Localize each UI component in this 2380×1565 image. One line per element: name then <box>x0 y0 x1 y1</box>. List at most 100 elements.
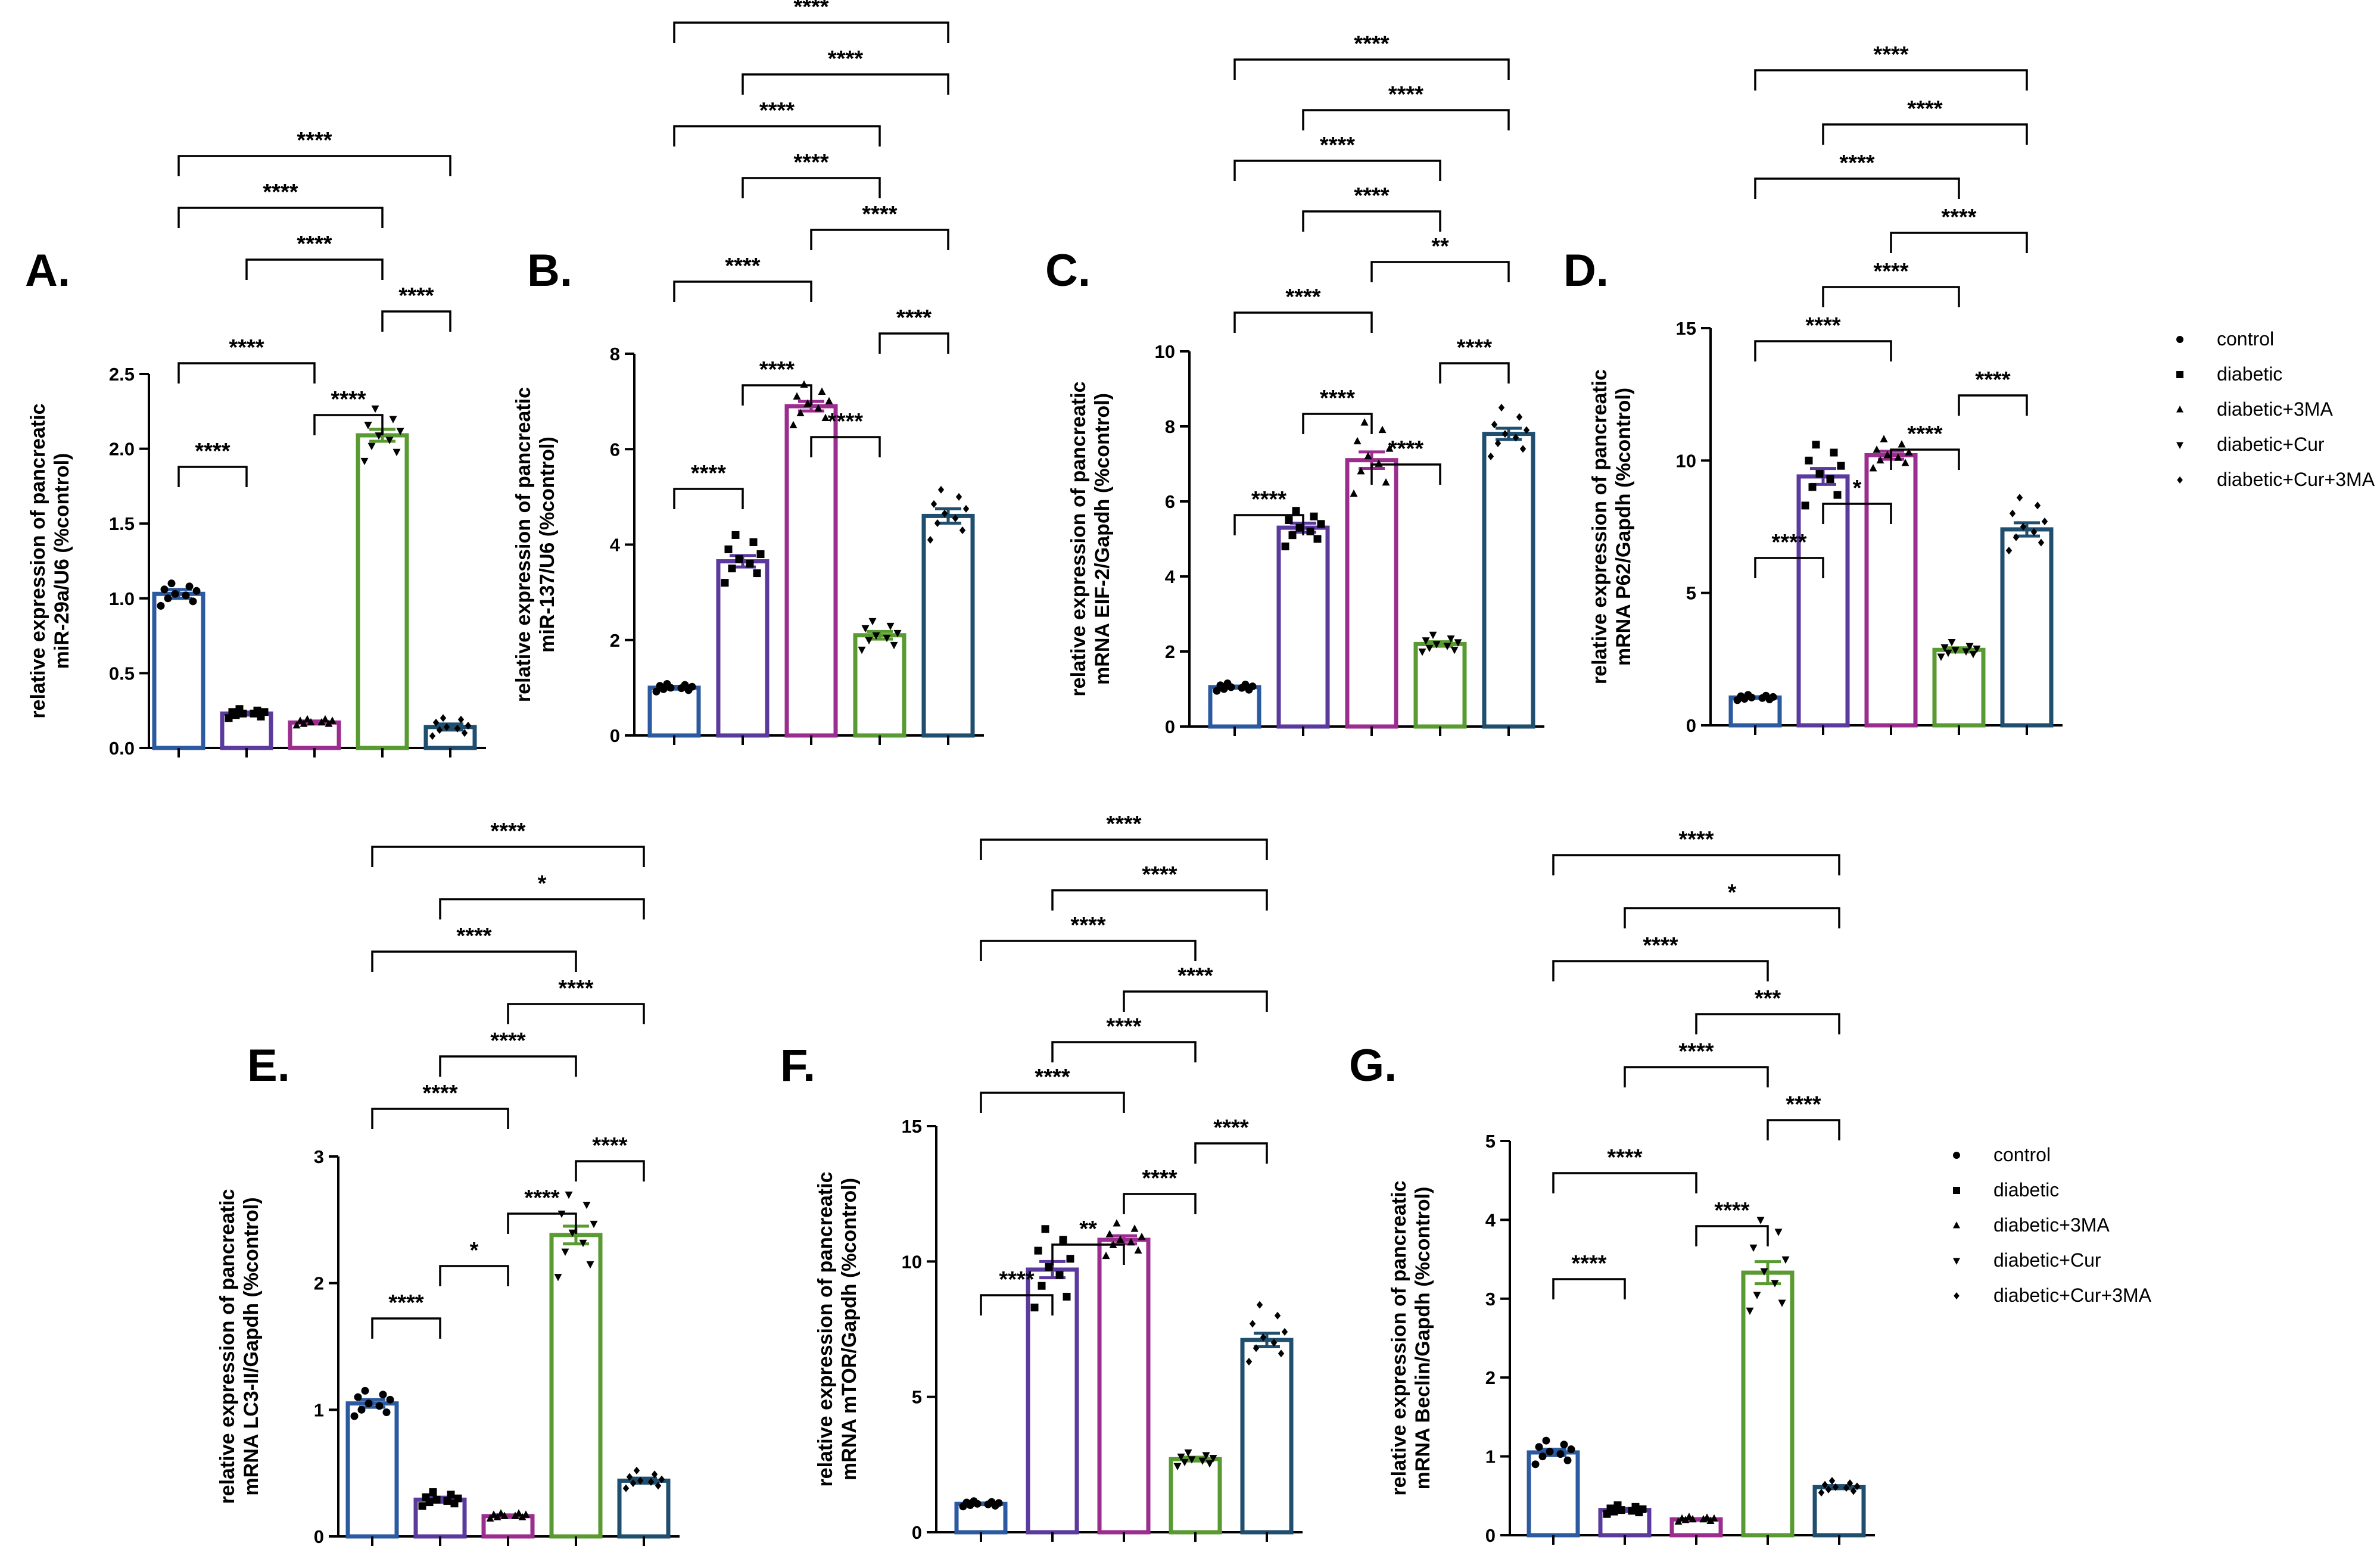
data-point <box>1494 439 1501 447</box>
significance-label: **** <box>1786 1092 1821 1117</box>
data-point <box>2009 509 2016 517</box>
significance-bracket <box>673 21 949 43</box>
significance-label: **** <box>862 202 897 227</box>
data-point <box>651 1470 658 1479</box>
y-tick-label: 3 <box>314 1146 324 1167</box>
panel-label: B. <box>527 245 572 296</box>
significance-bracket <box>439 898 645 919</box>
bar-diabetic-cur <box>356 433 409 750</box>
y-axis-label-line1: relative expression of pancreatic <box>814 1171 837 1486</box>
data-point <box>2034 501 2041 510</box>
data-point <box>375 432 383 440</box>
significance-label: **** <box>1320 133 1355 158</box>
y-tick-label: 15 <box>1676 318 1696 339</box>
chart-panel-b: B. relative expression of pancreatic miR-1… <box>512 0 984 746</box>
legend-label: diabetic <box>2217 363 2282 385</box>
data-point <box>490 1510 498 1518</box>
y-axis-label-line2: mRNA P62/Gapdh (%control) <box>1612 388 1635 666</box>
data-point <box>1818 1489 1825 1497</box>
data-point <box>1613 1501 1622 1510</box>
y-tick-label: 6 <box>1165 491 1175 512</box>
data-point <box>386 1395 394 1404</box>
legend-marker <box>1953 1221 1960 1229</box>
data-point <box>1969 651 1977 659</box>
significance-bracket <box>673 125 881 146</box>
significance-bracket <box>245 258 384 280</box>
data-point <box>626 1473 633 1481</box>
data-point <box>1205 1460 1214 1468</box>
legend-marker <box>2176 442 2183 449</box>
y-tick-label: 0 <box>610 725 620 746</box>
data-point <box>883 634 891 643</box>
data-point <box>814 404 823 412</box>
data-point <box>328 716 337 724</box>
significance-bracket <box>1370 463 1441 485</box>
data-point <box>360 457 369 466</box>
significance-label: **** <box>759 357 795 382</box>
significance-bracket <box>507 1003 645 1024</box>
data-point <box>970 1497 978 1505</box>
y-tick-label: 1.0 <box>109 588 135 609</box>
data-point <box>500 1511 509 1519</box>
y-tick-label: 5 <box>1686 583 1696 604</box>
data-point <box>1030 1304 1039 1312</box>
significance-label: **** <box>1839 151 1874 176</box>
legend-marker <box>2177 476 2183 484</box>
y-axis-label-line2: mRNA EIF-2/Gapdh (%control) <box>1091 393 1114 685</box>
data-point <box>1063 1292 1071 1301</box>
data-point <box>1313 535 1322 543</box>
data-point <box>803 399 812 407</box>
significance-bracket <box>1822 503 1892 524</box>
data-point <box>447 1491 455 1499</box>
data-point <box>493 1513 501 1520</box>
significance-label: **** <box>1388 82 1423 107</box>
significance-bracket <box>177 155 451 176</box>
data-point <box>1134 1246 1142 1254</box>
significance-label: **** <box>793 0 828 20</box>
data-point <box>357 1405 366 1414</box>
bar-diabetic-3ma <box>784 404 838 738</box>
data-point <box>1274 1311 1281 1320</box>
y-tick-label: 5 <box>912 1387 922 1408</box>
chart-panel-e: E. relative expression of pancreatic mRNA … <box>216 819 680 1547</box>
data-point <box>1385 444 1394 452</box>
data-point <box>1213 687 1221 695</box>
data-point <box>1744 691 1752 699</box>
data-point <box>1560 1441 1568 1449</box>
y-tick-label: 0 <box>314 1526 324 1547</box>
significance-label: **** <box>1251 487 1286 512</box>
data-point <box>2016 494 2023 502</box>
panel-label: G. <box>1349 1040 1397 1091</box>
y-tick-label: 5 <box>1485 1131 1496 1152</box>
data-point <box>1501 430 1509 438</box>
data-point <box>1487 452 1494 460</box>
data-point <box>1801 501 1809 510</box>
bar-diabetic-cur <box>1413 641 1467 729</box>
data-point <box>1808 483 1817 491</box>
data-point <box>1965 643 1974 651</box>
data-point <box>1173 1463 1182 1471</box>
bar-diabetic-cur-3ma <box>1240 1338 1294 1535</box>
data-point <box>1202 1452 1210 1460</box>
data-point <box>1055 1271 1064 1279</box>
significance-bracket <box>371 1317 441 1339</box>
data-point <box>1883 450 1892 459</box>
data-point <box>868 618 877 626</box>
significance-bracket <box>1552 1172 1697 1193</box>
significance-label: **** <box>828 46 863 71</box>
significance-bracket <box>507 1212 577 1234</box>
data-point <box>1491 420 1498 429</box>
data-point <box>1876 456 1884 464</box>
significance-label: **** <box>490 1028 525 1053</box>
data-point <box>379 1391 387 1399</box>
y-tick-label: 10 <box>902 1251 922 1272</box>
bar-diabetic-cur-3ma <box>2000 527 2054 728</box>
data-point <box>590 1220 598 1229</box>
data-point <box>1360 418 1369 426</box>
legend-marker <box>2176 371 2183 378</box>
significance-bracket <box>1302 109 1510 130</box>
data-point <box>1281 1328 1288 1336</box>
significance-bracket <box>1123 1193 1197 1214</box>
bar-diabetic-3ma <box>1097 1237 1151 1535</box>
data-point <box>429 732 436 740</box>
